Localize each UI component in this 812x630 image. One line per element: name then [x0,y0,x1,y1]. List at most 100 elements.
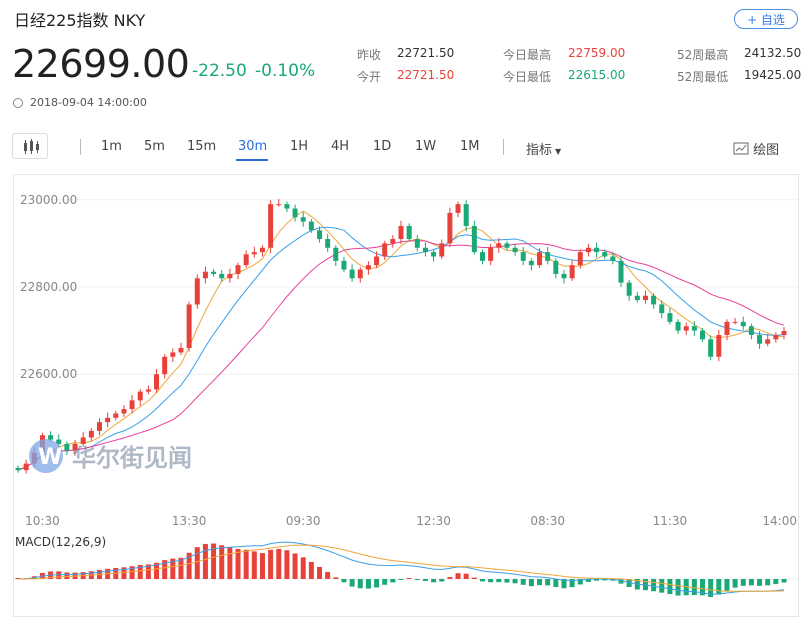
candle-body [129,400,135,410]
candle-body [618,260,624,283]
candle-body [602,252,608,257]
candle-body [512,247,518,253]
macd-bar [235,548,241,579]
interval-15m[interactable]: 15m [187,139,217,154]
indicator-menu[interactable]: 指标 ▼ [526,139,561,158]
interval-4h[interactable]: 4H [331,139,350,154]
candle-body [194,278,200,305]
macd-bar [300,557,306,579]
chart-type-button[interactable] [12,133,48,159]
macd-bar [406,578,412,579]
candle-body [211,271,217,274]
candle-body [488,247,494,261]
candle-body [243,254,249,266]
candle-body [683,326,689,331]
candle-body [659,304,665,314]
macd-bar [325,571,331,579]
price-change: -22.50 [192,61,247,81]
candle-body [178,348,184,353]
candle-body [732,321,738,323]
candle-body [251,252,257,255]
macd-bar [773,579,779,585]
add-to-watchlist-button[interactable]: + 自选 [734,9,798,29]
candlestick-icon [24,139,39,154]
interval-1m-month[interactable]: 1M [460,139,480,154]
macd-bar [659,579,665,593]
candle-body [23,463,29,471]
interval-1w[interactable]: 1W [415,139,437,154]
macd-label: MACD(12,26,9) [15,535,106,549]
candle-body [72,443,78,451]
y-tick-label: 23000.00 [20,193,77,207]
candle-body [145,389,151,392]
y-tick-label: 22600.00 [20,367,77,381]
macd-bar [349,579,355,587]
interval-1d[interactable]: 1D [373,139,392,154]
candle-body [202,271,208,279]
macd-dea-line [17,544,785,592]
x-tick-label: 11:30 [653,514,688,528]
candle-body [382,243,388,257]
x-tick-label: 14:00 [762,514,797,528]
candle-body [341,260,347,270]
macd-bar [186,552,192,579]
macd-bar [708,579,714,597]
candle-body [374,256,380,266]
chart-panel[interactable] [13,174,799,617]
macd-bar [594,579,600,581]
candle-body [300,217,306,222]
watermark-logo: W 华尔街见闻 [29,439,192,473]
draw-label: 绘图 [753,143,780,158]
interval-5m[interactable]: 5m [144,139,165,154]
macd-bar [439,579,445,582]
macd-bar [162,560,168,579]
ma20-line [17,240,785,471]
interval-1m[interactable]: 1m [101,139,122,154]
macd-bar [145,564,151,579]
macd-bar [528,579,534,587]
candle-body [577,252,583,266]
stat-label-day-low: 今日最低 [503,70,552,84]
macd-bar [211,543,217,579]
macd-bar [333,577,339,579]
draw-tool-button[interactable]: 绘图 [733,139,779,158]
macd-dif-line [17,541,785,595]
candle-body [520,252,526,261]
candle-body [528,260,534,266]
line-chart-icon [733,142,749,155]
candle-body [15,467,21,471]
macd-bar [520,579,526,585]
macd-bar [219,545,225,579]
macd-bar [561,579,567,589]
candle-body [390,239,396,244]
candle-body [284,204,290,209]
macd-bar [675,579,681,596]
candle-body [471,225,477,253]
macd-bar [308,561,314,579]
candle-body [219,273,225,279]
candle-body [137,391,143,401]
ma10-line [17,226,785,471]
candle-body [105,417,111,423]
candle-body [716,334,722,357]
interval-1h[interactable]: 1H [290,139,309,154]
candle-body [365,265,371,270]
stat-value-open: 22721.50 [397,68,455,82]
stat-value-prev-close: 22721.50 [397,46,455,60]
macd-bar [577,579,583,585]
stat-label-52w-high: 52周最高 [677,48,729,62]
macd-bar [268,549,274,579]
interval-30m[interactable]: 30m [238,139,268,154]
clock-icon [13,98,23,108]
macd-bar [259,553,265,579]
candle-body [292,208,298,218]
candle-body [545,252,551,261]
macd-bar [431,579,437,583]
macd-bar [382,579,388,585]
stat-label-open: 今开 [357,70,382,84]
macd-bar [553,579,559,587]
candle-body [48,435,54,440]
candle-body [121,409,127,414]
candle-body [186,304,192,349]
candle-body [651,295,657,305]
